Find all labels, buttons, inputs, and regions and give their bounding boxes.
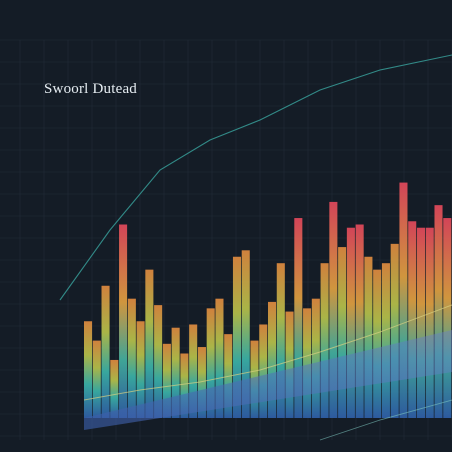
- floor-band: [84, 330, 452, 430]
- bar: [101, 285, 110, 418]
- bar: [425, 227, 434, 418]
- bar: [364, 256, 373, 418]
- bar: [180, 353, 189, 418]
- bar: [136, 321, 145, 418]
- bar: [338, 247, 347, 418]
- bar: [320, 263, 329, 418]
- trend-lines: [59, 54, 452, 441]
- bar: [84, 321, 93, 418]
- bar: [355, 224, 364, 418]
- bar: [154, 305, 163, 419]
- bar: [434, 205, 443, 418]
- bar: [232, 256, 242, 418]
- bar: [346, 227, 355, 418]
- bar: [206, 308, 215, 418]
- bar: [329, 201, 338, 418]
- bar: [189, 324, 198, 418]
- bar: [399, 182, 408, 418]
- bar: [197, 347, 206, 418]
- bar: [303, 308, 312, 418]
- bar: [119, 224, 128, 418]
- bar: [373, 269, 382, 418]
- bar: [171, 327, 180, 418]
- bar: [241, 250, 250, 418]
- trend-line-lower: [83, 304, 452, 401]
- trend-line-floor: [319, 399, 452, 441]
- bar: [110, 359, 119, 418]
- bar: [259, 324, 268, 418]
- trend-line-upper: [59, 54, 452, 301]
- bar: [215, 298, 224, 419]
- bar: [381, 263, 390, 418]
- bar: [390, 243, 399, 418]
- bar: [92, 340, 101, 418]
- chart-title: Swoorl Dutead: [44, 81, 138, 97]
- bar: [311, 298, 320, 419]
- bar: [268, 301, 277, 418]
- bar: [162, 343, 171, 418]
- bar: [443, 218, 452, 418]
- bar: [276, 263, 285, 418]
- bar: [294, 218, 303, 418]
- bar: [285, 311, 294, 418]
- bar: [127, 298, 136, 419]
- bar: [145, 269, 154, 418]
- bar: [416, 227, 426, 418]
